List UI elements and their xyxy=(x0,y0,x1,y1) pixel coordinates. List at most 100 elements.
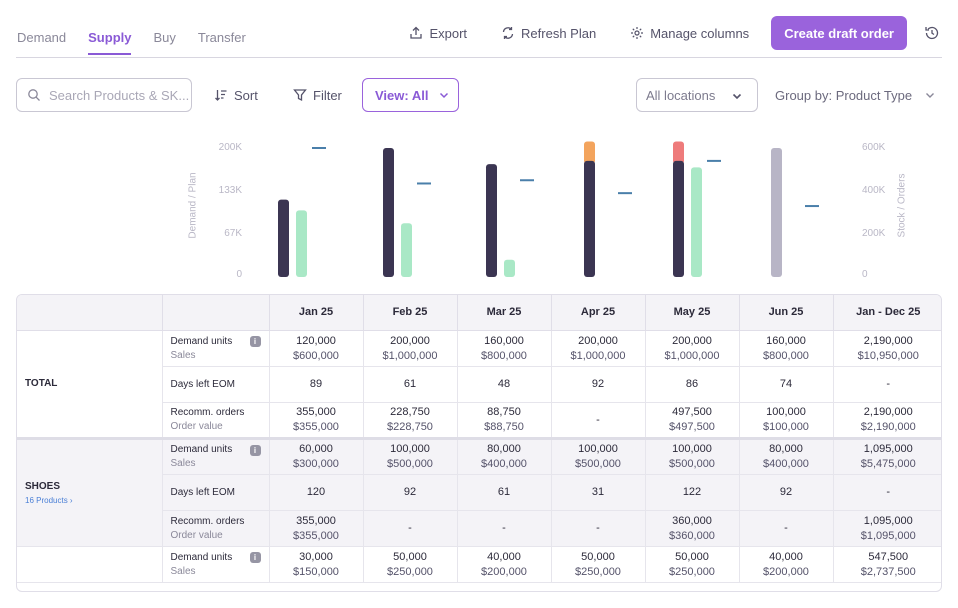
metric-cell: Demand units Sales i xyxy=(162,436,270,475)
value-cell[interactable]: 50,000 $250,000 xyxy=(645,546,740,583)
value-cell[interactable]: 89 xyxy=(269,366,364,403)
value-cell[interactable]: 74 xyxy=(739,366,834,403)
value-cell[interactable]: - xyxy=(457,510,552,547)
search-icon xyxy=(28,89,40,101)
refresh-plan-button[interactable]: Refresh Plan xyxy=(501,26,596,41)
metric-label: Recomm. orders xyxy=(170,407,245,418)
value-cell[interactable]: 80,000 $400,000 xyxy=(739,436,834,475)
tab-buy[interactable]: Buy xyxy=(153,30,176,45)
value-cell[interactable]: 360,000 $360,000 xyxy=(645,510,740,547)
cell-secondary-value: $497,500 xyxy=(669,421,715,433)
value-cell[interactable]: 88,750 $88,750 xyxy=(457,402,552,439)
cell-secondary-value: $300,000 xyxy=(293,458,339,470)
info-icon[interactable]: i xyxy=(249,444,261,456)
overflow-bar[interactable] xyxy=(673,141,684,164)
value-cell[interactable]: 48 xyxy=(457,366,552,403)
stock-bar[interactable] xyxy=(401,223,412,277)
value-cell[interactable]: 61 xyxy=(363,366,458,403)
cell-primary-value: 50,000 xyxy=(675,550,709,563)
tab-supply[interactable]: Supply xyxy=(88,30,132,55)
value-cell[interactable]: 2,190,000 $10,950,000 xyxy=(833,330,941,367)
demand-bar[interactable] xyxy=(383,148,394,277)
value-cell[interactable]: 355,000 $355,000 xyxy=(269,402,364,439)
value-cell[interactable]: 50,000 $250,000 xyxy=(551,546,646,583)
demand-bar[interactable] xyxy=(486,164,497,277)
value-cell[interactable]: 40,000 $200,000 xyxy=(739,546,834,583)
value-cell[interactable]: 100,000 $500,000 xyxy=(645,436,740,475)
value-cell[interactable]: 120,000 $600,000 xyxy=(269,330,364,367)
value-cell[interactable]: 200,000 $1,000,000 xyxy=(645,330,740,367)
value-cell[interactable]: 92 xyxy=(739,474,834,511)
column-header[interactable]: Jan 25 xyxy=(269,295,364,331)
value-cell[interactable]: - xyxy=(551,510,646,547)
create-draft-order-button[interactable]: Create draft order xyxy=(771,16,907,50)
column-header[interactable]: Jun 25 xyxy=(739,295,834,331)
value-cell[interactable]: 86 xyxy=(645,366,740,403)
cell-primary-value: 86 xyxy=(685,378,699,390)
value-cell[interactable]: 92 xyxy=(363,474,458,511)
value-cell[interactable]: 100,000 $100,000 xyxy=(739,402,834,439)
view-dropdown[interactable]: View: All xyxy=(362,78,459,112)
value-cell[interactable]: 122 xyxy=(645,474,740,511)
value-cell[interactable]: 200,000 $1,000,000 xyxy=(551,330,646,367)
demand-bar[interactable] xyxy=(673,160,684,277)
value-cell[interactable]: 547,500 $2,737,500 xyxy=(833,546,941,583)
value-cell[interactable]: 1,095,000 $5,475,000 xyxy=(833,436,941,475)
value-cell[interactable]: - xyxy=(551,402,646,439)
value-cell[interactable]: 200,000 $1,000,000 xyxy=(363,330,458,367)
group-cell[interactable]: SHOES 16 Products › xyxy=(17,436,163,547)
value-cell[interactable]: 60,000 $300,000 xyxy=(269,436,364,475)
group-products-link[interactable]: 16 Products › xyxy=(25,496,162,505)
group-by-dropdown[interactable]: Group by: Product Type xyxy=(775,78,936,112)
cell-primary-value: 74 xyxy=(779,378,793,390)
sort-button[interactable]: Sort xyxy=(214,78,258,112)
filter-button[interactable]: Filter xyxy=(293,78,342,112)
value-cell[interactable]: - xyxy=(833,474,941,511)
demand-bar[interactable] xyxy=(771,148,782,277)
value-cell[interactable]: 31 xyxy=(551,474,646,511)
locations-dropdown[interactable]: All locations xyxy=(636,78,758,112)
manage-columns-label: Manage columns xyxy=(650,25,750,41)
column-header[interactable]: Mar 25 xyxy=(457,295,552,331)
demand-bar[interactable] xyxy=(584,160,595,277)
cell-primary-value: 30,000 xyxy=(299,550,333,563)
stock-bar[interactable] xyxy=(504,259,515,277)
value-cell[interactable]: 228,750 $228,750 xyxy=(363,402,458,439)
value-cell[interactable]: 100,000 $500,000 xyxy=(363,436,458,475)
value-cell[interactable]: 30,000 $150,000 xyxy=(269,546,364,583)
info-icon[interactable]: i xyxy=(249,335,261,347)
stock-bar[interactable] xyxy=(296,210,307,277)
export-button[interactable]: Export xyxy=(409,26,467,41)
demand-bar[interactable] xyxy=(278,199,289,277)
column-header[interactable]: Feb 25 xyxy=(363,295,458,331)
value-cell[interactable]: 61 xyxy=(457,474,552,511)
value-cell[interactable]: - xyxy=(739,510,834,547)
column-header[interactable]: Jan - Dec 25 xyxy=(833,295,941,331)
value-cell[interactable]: 1,095,000 $1,095,000 xyxy=(833,510,941,547)
value-cell[interactable]: 40,000 $200,000 xyxy=(457,546,552,583)
info-icon[interactable]: i xyxy=(249,551,261,563)
value-cell[interactable]: 80,000 $400,000 xyxy=(457,436,552,475)
value-cell[interactable]: 50,000 $250,000 xyxy=(363,546,458,583)
metric-label: Demand units xyxy=(170,551,233,563)
value-cell[interactable]: - xyxy=(833,366,941,403)
search-input[interactable]: Search Products & SK... xyxy=(16,78,192,112)
value-cell[interactable]: 160,000 $800,000 xyxy=(457,330,552,367)
stock-bar[interactable] xyxy=(691,167,702,277)
manage-columns-button[interactable]: Manage columns xyxy=(630,26,749,41)
value-cell[interactable]: 160,000 $800,000 xyxy=(739,330,834,367)
column-header[interactable]: Apr 25 xyxy=(551,295,646,331)
history-icon[interactable] xyxy=(924,25,940,41)
overflow-bar[interactable] xyxy=(584,141,595,164)
tab-demand[interactable]: Demand xyxy=(17,30,67,45)
column-header[interactable]: May 25 xyxy=(645,295,740,331)
value-cell[interactable]: 120 xyxy=(269,474,364,511)
value-cell[interactable]: 2,190,000 $2,190,000 xyxy=(833,402,941,439)
cell-primary-value: 100,000 xyxy=(766,406,806,418)
value-cell[interactable]: 497,500 $497,500 xyxy=(645,402,740,439)
value-cell[interactable]: - xyxy=(363,510,458,547)
value-cell[interactable]: 100,000 $500,000 xyxy=(551,436,646,475)
value-cell[interactable]: 92 xyxy=(551,366,646,403)
tab-transfer[interactable]: Transfer xyxy=(197,30,246,45)
value-cell[interactable]: 355,000 $355,000 xyxy=(269,510,364,547)
